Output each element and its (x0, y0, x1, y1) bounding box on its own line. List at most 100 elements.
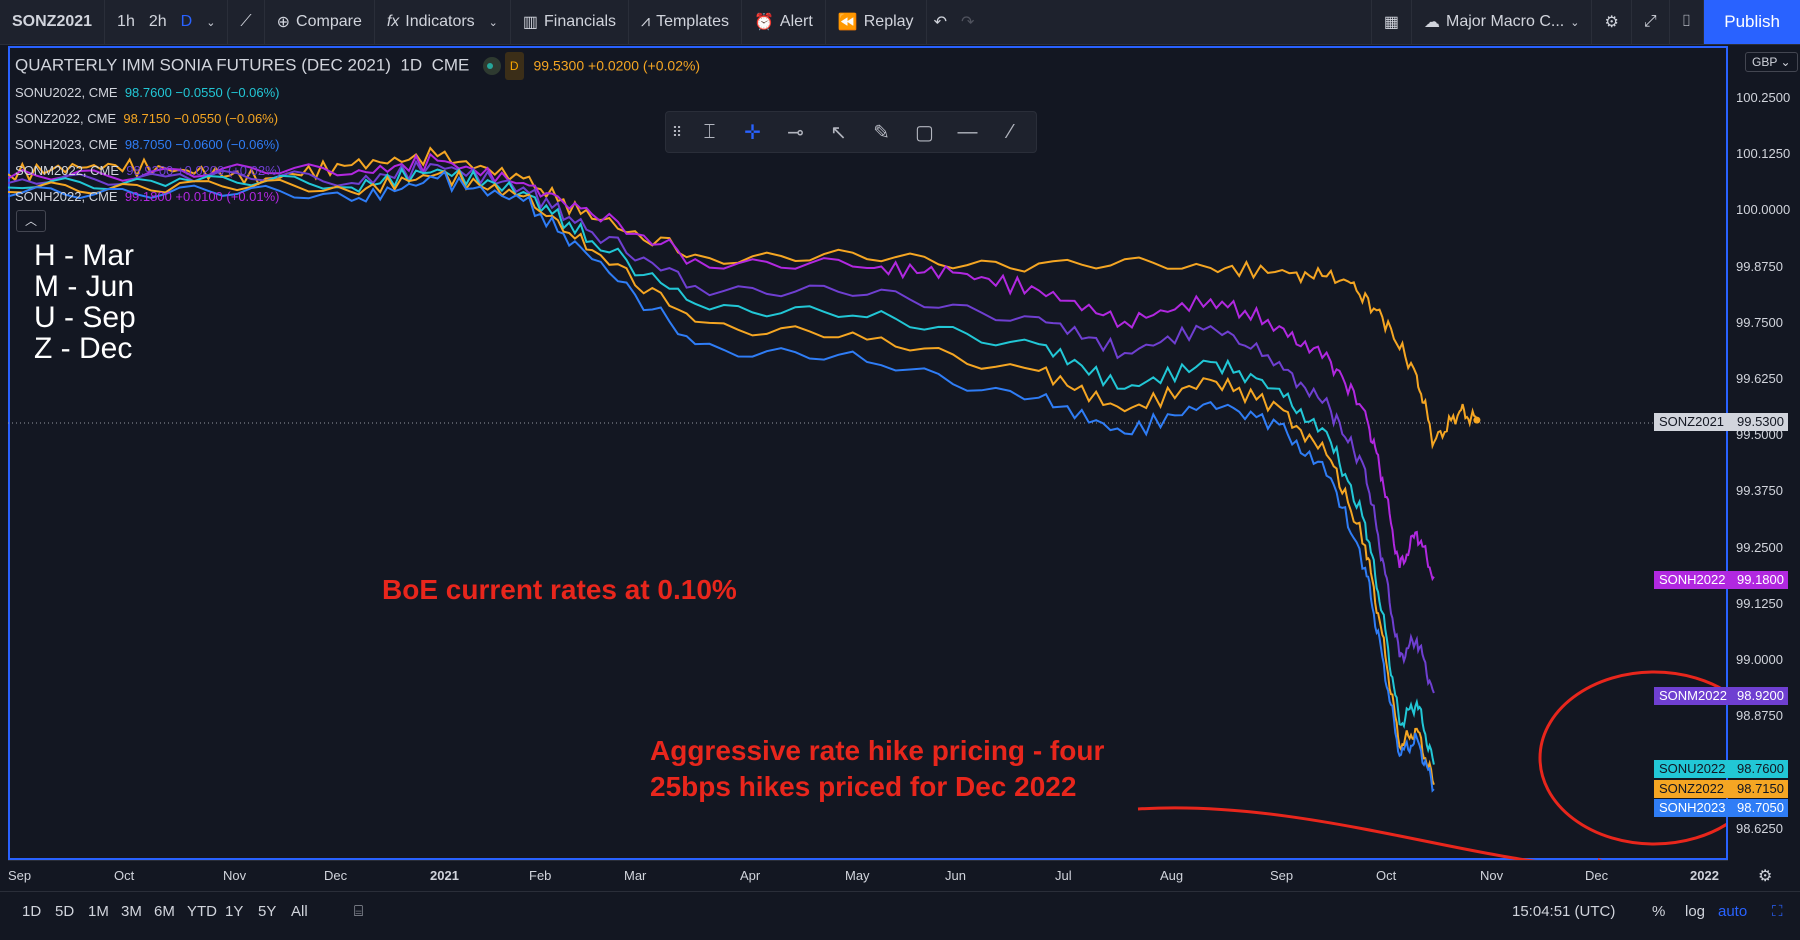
indicators-button[interactable]: fx Indicators ⌄ (375, 0, 511, 44)
price-label-sonh2022[interactable]: SONH2022 99.1800 (1654, 571, 1788, 589)
time-axis-label: Nov (1480, 868, 1504, 883)
financials-button[interactable]: ▥ Financials (511, 0, 630, 44)
series-line-sonz2022 (8, 168, 1435, 786)
range-button-3m[interactable]: 3M (121, 903, 142, 920)
price-axis-tick: 99.0000 (1736, 652, 1783, 667)
price-axis-tick: 98.8750 (1736, 708, 1783, 724)
range-button-1d[interactable]: 1D (22, 903, 42, 920)
publish-button[interactable]: Publish (1704, 0, 1800, 44)
top-toolbar: SONZ2021 1h 2h D ⌄ ⟋ ⊕ Compare fx Indicato… (0, 0, 1800, 45)
price-axis-tick: 99.1250 (1736, 595, 1783, 611)
time-axis-label: Oct (114, 868, 135, 883)
price-label-name: SONU2022 (1659, 761, 1726, 776)
rectangle-tool-icon[interactable]: ▢ (915, 121, 934, 144)
alert-button[interactable]: ⏰ Alert (742, 0, 826, 44)
delayed-badge: D (504, 52, 524, 80)
price-label-sonz2021[interactable]: SONZ2021 99.5300 (1654, 413, 1788, 431)
time-axis-label: Jul (1055, 868, 1072, 883)
dot-line-tool-icon[interactable]: ⊸ (787, 121, 804, 144)
month-code-h: H - Mar (34, 239, 134, 272)
interval-2h[interactable]: 2h (148, 13, 167, 30)
range-button-1m[interactable]: 1M (88, 903, 109, 920)
financials-label: Financials (544, 13, 617, 30)
time-axis-label: Apr (740, 868, 761, 883)
month-code-u: U - Sep (34, 301, 136, 334)
symbol-search[interactable]: SONZ2021 (0, 0, 106, 44)
clock-time[interactable]: 15:04:51 (UTC) (1512, 903, 1616, 920)
legend-row-sonz2022[interactable]: SONZ2022, CME 98.7150 −0.0550 (−0.06%) (15, 106, 700, 132)
price-label-name: SONZ2022 (1659, 781, 1725, 796)
price-axis-tick: 99.2500 (1736, 539, 1783, 555)
fullscreen-corners-icon[interactable]: ⛶ (1772, 903, 1783, 920)
price-label-sonh2023[interactable]: SONH2023 98.7050 (1654, 799, 1788, 817)
brush-tool-icon[interactable]: ✎ (873, 121, 890, 144)
price-axis[interactable] (1728, 46, 1800, 860)
time-axis-label: Oct (1376, 868, 1397, 883)
crosshair-tool-icon[interactable]: ✛ (744, 121, 761, 144)
layout-name-button[interactable]: ☁ Major Macro C... ⌄ (1412, 0, 1593, 44)
layout-grid-button[interactable]: ▦ (1370, 0, 1412, 44)
auto-scale-toggle[interactable]: auto (1718, 903, 1748, 920)
log-scale-toggle[interactable]: log (1685, 903, 1706, 920)
range-button-5d[interactable]: 5D (55, 903, 75, 920)
currency-selector[interactable]: GBP ⌄ (1745, 52, 1798, 72)
price-label-sonm2022[interactable]: SONM2022 98.9200 (1654, 687, 1788, 705)
compare-button[interactable]: ⊕ Compare (265, 0, 375, 44)
axis-settings-icon[interactable]: ⚙ (1758, 868, 1773, 885)
price-label-value: 98.7050 (1737, 800, 1784, 815)
price-chart[interactable] (8, 48, 1726, 860)
legend-row-sonh2022[interactable]: SONH2022, CME 99.1800 +0.0100 (+0.01%) (15, 184, 700, 210)
fullscreen-button[interactable]: ⤢ (1632, 0, 1670, 44)
time-axis-label: Aug (1160, 868, 1184, 883)
templates-button[interactable]: ⩘ Templates (629, 0, 742, 44)
chevron-down-icon[interactable]: ⌄ (206, 16, 216, 29)
percent-scale-toggle[interactable]: % (1652, 903, 1666, 920)
legend-main-row[interactable]: QUARTERLY IMM SONIA FUTURES (DEC 2021) 1… (15, 52, 700, 80)
time-axis-label: Mar (624, 868, 647, 883)
chart-type-button[interactable]: ⟋ (228, 0, 265, 44)
legend-row-sonu2022[interactable]: SONU2022, CME 98.7600 −0.0550 (−0.06%) (15, 80, 700, 106)
range-button-5y[interactable]: 5Y (258, 903, 277, 920)
snapshot-button[interactable]: ⌷ (1670, 0, 1705, 44)
time-axis-label: May (845, 868, 870, 883)
price-label-sonz2022[interactable]: SONZ2022 98.7150 (1654, 780, 1788, 798)
range-button-ytd[interactable]: YTD (187, 903, 217, 920)
time-axis-label: Jun (945, 868, 966, 883)
legend-price: 99.5300 +0.0200 (+0.02%) (533, 57, 701, 74)
horizontal-line-tool-icon[interactable]: — (957, 120, 978, 143)
rate-hike-note: Aggressive rate hike pricing - four 25bp… (650, 733, 1104, 805)
legend-row-value: 98.7150 −0.0550 (−0.06%) (123, 111, 279, 126)
legend-row-value: 99.1800 +0.0100 (+0.01%) (124, 189, 280, 204)
range-button-6m[interactable]: 6M (154, 903, 175, 920)
price-label-sonu2022[interactable]: SONU2022 98.7600 (1654, 760, 1788, 778)
price-label-value: 98.7600 (1737, 761, 1784, 776)
chevron-down-icon: ⌄ (1780, 55, 1791, 69)
trend-line-tool-icon[interactable]: ⁄ (1008, 120, 1013, 143)
undo-button[interactable]: ↶ (927, 0, 954, 44)
cursor-tool-icon[interactable]: ↖ (830, 121, 847, 144)
range-button-1y[interactable]: 1Y (225, 903, 244, 920)
interval-d[interactable]: D (180, 13, 193, 30)
compare-label: Compare (296, 13, 362, 30)
interval-1h[interactable]: 1h (117, 13, 135, 30)
redo-button[interactable]: ↷ (954, 0, 981, 44)
series-line-sonu2022 (8, 166, 1435, 765)
settings-button[interactable]: ⚙ (1592, 0, 1632, 44)
market-status-icon (482, 57, 501, 75)
go-to-date-icon[interactable]: ⌸ (354, 903, 364, 920)
legend-row-sonh2023[interactable]: SONH2023, CME 98.7050 −0.0600 (−0.06%) (15, 132, 700, 158)
range-button-all[interactable]: All (291, 903, 308, 920)
measure-tool-icon[interactable]: ⌶ (703, 120, 716, 143)
legend-collapse-button[interactable]: ︿ (16, 210, 46, 232)
legend-row-sonm2022[interactable]: SONM2022, CME 98.9200 +0.0200 (+0.02%) (15, 158, 700, 184)
replay-button[interactable]: ⏪ Replay (826, 0, 927, 44)
price-axis-tick: 99.6250 (1736, 371, 1783, 386)
line-chart-icon: ⟋ (240, 13, 252, 30)
plus-circle-icon: ⊕ (276, 14, 291, 31)
chart-pane[interactable] (8, 46, 1728, 860)
time-axis[interactable] (8, 860, 1728, 891)
legend-row-name: SONM2022, CME (15, 163, 120, 178)
legend-row-name: SONH2022, CME (15, 189, 118, 204)
time-axis-label: Nov (223, 868, 247, 883)
drag-handle-icon[interactable]: ⠿ (671, 123, 683, 140)
